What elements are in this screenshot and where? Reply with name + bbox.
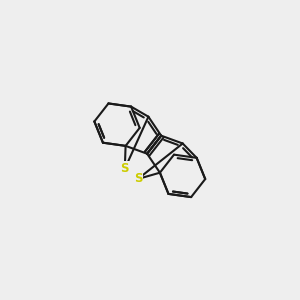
Text: S: S — [134, 172, 142, 185]
Text: S: S — [121, 162, 129, 175]
